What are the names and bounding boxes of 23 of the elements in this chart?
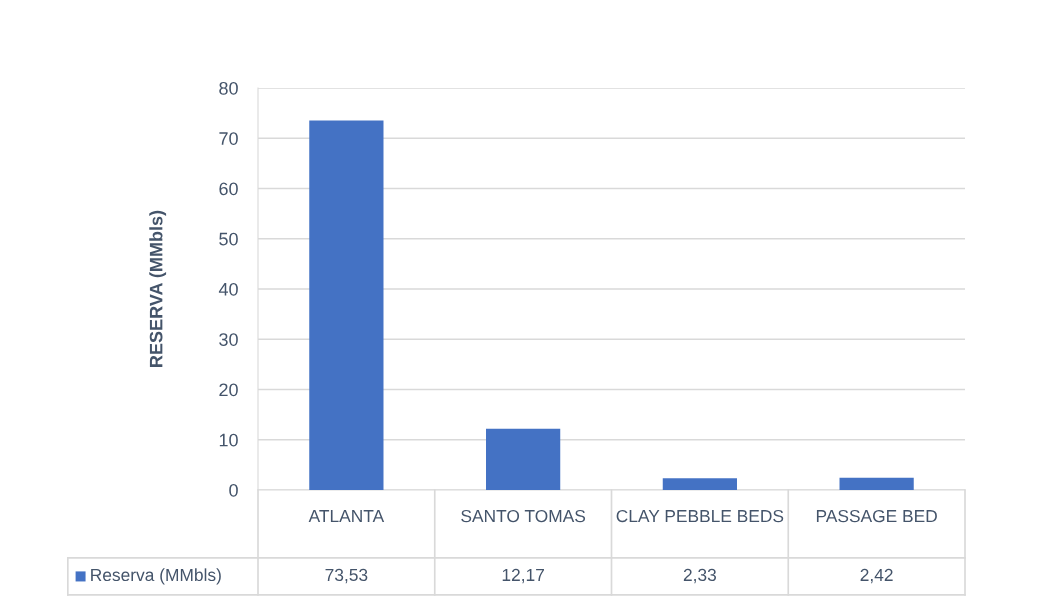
bar [839,477,914,490]
x-tick-label: ATLANTA [308,510,385,523]
x-tick-label: CLAY PEBBLE BEDS [616,509,784,523]
data-label: 2,42 [860,568,893,584]
y-tick-label: 30 [219,333,238,346]
y-tick-label: 50 [219,232,238,246]
x-tick-label: SANTO TOMAS [461,509,586,523]
y-tick-label: 10 [219,433,238,447]
y-tick-label: 60 [219,182,238,196]
bar [662,478,737,490]
y-tick-label: 0 [229,483,238,497]
y-tick-label: 70 [219,132,238,145]
y-tick-label: 40 [218,282,238,296]
data-label: 12,17 [502,568,544,584]
y-tick-label: 20 [219,383,238,397]
legend-label: Reserva (MMbls) [91,568,221,585]
y-axis-title: RESERVA (MMbls) [149,210,167,367]
y-tick-label: 80 [219,81,238,95]
data-label: 2,33 [683,568,717,584]
bar [309,120,384,490]
bar [486,428,561,490]
data-label: 73,53 [325,568,368,584]
x-tick-label: PASSAGE BED [816,509,937,523]
